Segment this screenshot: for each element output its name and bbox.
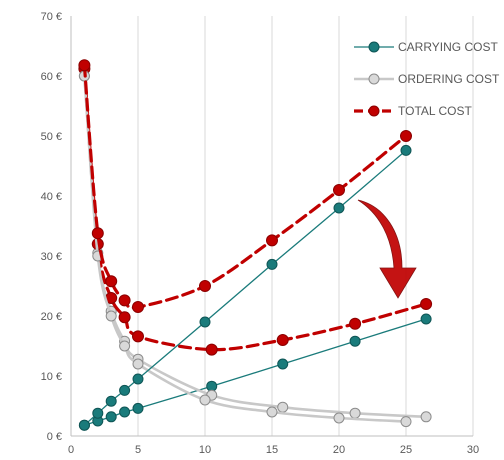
carrying-cost-point-7 [333,202,345,214]
lower-series-group [78,62,433,431]
legend-marker-carrying-cost [368,41,380,53]
ordering-cost-point-3 [119,340,131,352]
lower-total-series [78,62,433,356]
legend-entry-total-cost: TOTAL COST [354,104,472,118]
legend-label-total-cost: TOTAL COST [398,104,472,118]
carrying-cost-point-1 [92,407,104,419]
lower-carrying-point-2 [105,411,117,423]
lower-total-point-8 [420,298,433,310]
legend-label-carrying-cost: CARRYING COST [398,40,498,54]
x-tick-label-0: 0 [68,444,74,456]
total-cost-point-6 [266,234,278,247]
y-tick-label-40: 40 € [41,191,62,203]
total-cost-point-7 [333,184,345,196]
y-tick-label-0: 0 € [47,431,62,443]
total-cost-point-3 [118,294,131,307]
ordering-cost-point-2 [105,310,117,322]
legend: CARRYING COST ORDERING COST TOTAL COST [354,40,500,118]
lower-carrying-point-4 [132,402,144,414]
ordering-cost-point-4 [132,358,144,370]
curved-arrow [357,199,417,299]
carrying-cost-point-3 [119,384,131,396]
ordering-cost-point-8 [400,416,412,428]
lower-carrying-series [78,313,432,431]
tick-labels: 0 5 10 15 20 25 30 0 € 10 € 20 € 30 € 40 € 50 € 60 € 7… [41,11,480,456]
total-cost-point-0 [78,59,91,72]
carrying-cost-series [78,144,412,431]
ordering-cost-line [83,74,408,423]
lower-carrying-point-3 [119,406,131,418]
ordering-cost-series [78,70,412,428]
legend-marker-ordering-cost [368,73,380,85]
lower-total-point-4 [132,330,144,343]
y-tick-label-70: 70 € [41,11,62,23]
x-tick-label-20: 20 [333,444,345,456]
x-tick-label-10: 10 [199,444,211,456]
x-tick-label-30: 30 [467,444,479,456]
legend-label-ordering-cost: ORDERING COST [398,72,500,86]
lower-ordering-point-8 [420,411,432,423]
lower-carrying-point-8 [420,313,432,325]
carrying-cost-point-6 [266,258,278,270]
carrying-cost-point-8 [400,144,412,156]
ordering-cost-point-7 [333,412,345,424]
y-tick-label-10: 10 € [41,371,62,383]
carrying-cost-point-2 [105,395,117,407]
lower-total-point-7 [349,317,362,330]
lower-ordering-series [78,70,432,423]
lower-ordering-point-7 [349,407,361,419]
y-tick-label-20: 20 € [41,311,62,323]
y-tick-label-30: 30 € [41,251,62,263]
ordering-cost-point-6 [266,406,278,418]
axes [70,16,473,437]
total-cost-line [82,63,408,310]
series-group [78,59,412,431]
lower-total-point-6 [276,334,289,346]
legend-entry-ordering-cost: ORDERING COST [354,72,500,86]
y-tick-label-50: 50 € [41,131,62,143]
lower-total-point-3 [118,311,131,324]
lower-ordering-point-6 [277,401,289,413]
annotation-arrow-group [357,199,417,299]
total-cost-series [78,59,412,313]
ordering-cost-point-5 [199,394,211,406]
total-cost-point-4 [132,301,144,313]
carrying-cost-point-5 [199,316,211,328]
carrying-cost-point-4 [132,373,144,385]
total-cost-point-8 [400,130,412,142]
x-tick-label-15: 15 [266,444,278,456]
x-tick-label-25: 25 [400,444,412,456]
legend-marker-total-cost [368,105,380,117]
carrying-cost-line [83,149,407,426]
y-tick-label-60: 60 € [41,71,62,83]
legend-entry-carrying-cost: CARRYING COST [354,40,498,54]
total-cost-point-5 [199,280,211,292]
x-tick-label-5: 5 [135,444,141,456]
lower-carrying-point-6 [277,358,289,370]
arrow-body [357,199,417,299]
total-cost-point-1 [91,227,104,240]
lower-total-point-5 [205,343,218,356]
lower-carrying-point-7 [349,335,361,347]
total-cost-point-2 [105,275,118,288]
carrying-cost-point-0 [78,419,90,431]
